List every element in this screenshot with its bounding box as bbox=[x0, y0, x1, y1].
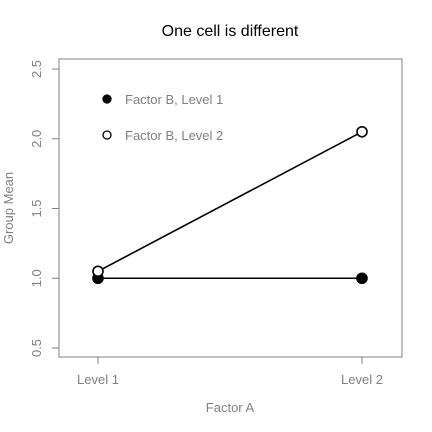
series-line-2 bbox=[97, 131, 363, 272]
y-tick-label: 2.5 bbox=[29, 60, 44, 78]
data-point bbox=[356, 125, 368, 138]
x-axis-title: Factor A bbox=[206, 400, 255, 415]
y-tick-label: 0.5 bbox=[29, 339, 44, 357]
y-axis-title: Group Mean bbox=[1, 172, 16, 244]
y-tick-label: 1.0 bbox=[29, 269, 44, 287]
data-point bbox=[356, 272, 368, 285]
x-tick-label: Level 2 bbox=[341, 372, 383, 387]
y-tick-label: 2.0 bbox=[29, 130, 44, 148]
data-point bbox=[92, 265, 104, 278]
axes: 0.5 1.0 1.5 2.0 2.5 Level 1 Level 2 bbox=[29, 60, 383, 387]
legend-marker bbox=[102, 94, 112, 104]
legend-label: Factor B, Level 2 bbox=[125, 128, 223, 143]
legend-label: Factor B, Level 1 bbox=[125, 92, 223, 107]
legend-marker bbox=[102, 130, 112, 140]
chart-title: One cell is different bbox=[162, 23, 299, 40]
y-tick-label: 1.5 bbox=[29, 199, 44, 217]
plot-frame bbox=[58, 58, 403, 358]
x-tick-label: Level 1 bbox=[77, 372, 119, 387]
plot-area bbox=[92, 125, 368, 285]
legend: Factor B, Level 1 Factor B, Level 2 bbox=[102, 92, 223, 143]
